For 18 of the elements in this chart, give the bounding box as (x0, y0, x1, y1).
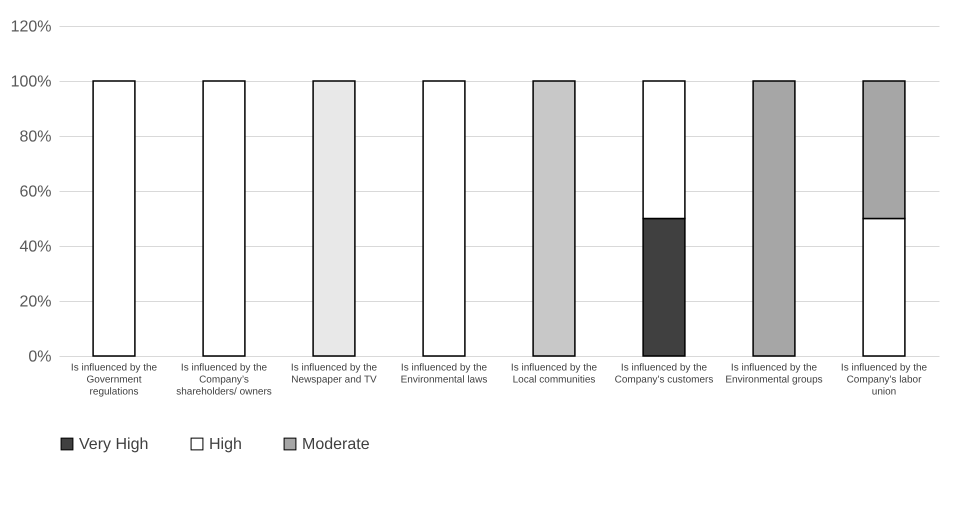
x-tick-label: Is influenced by the Environmental laws (400, 362, 488, 386)
y-tick-label: 120% (10, 18, 52, 36)
y-tick-label: 0% (28, 348, 52, 366)
y-tick-label: 100% (10, 74, 52, 90)
legend-label: Very High (79, 436, 148, 453)
x-tick-label: Is influenced by the Company’s labor union (840, 362, 928, 398)
y-tick-label: 40% (19, 238, 52, 256)
legend-label: Moderate (302, 436, 370, 453)
y-tick-label: 60% (19, 184, 52, 200)
x-tick-label: Is influenced by the Local communities (510, 362, 598, 386)
x-tick-label: Is influenced by the Environmental groups (725, 362, 823, 386)
y-tick-label: 80% (19, 128, 52, 146)
x-tick-label: Is influenced by the Government regulations (70, 362, 158, 398)
y-tick-label: 20% (19, 294, 52, 310)
x-tick-label: Is influenced by the Newspaper and TV (290, 362, 378, 386)
legend-label: High (209, 436, 242, 453)
x-tick-label: Is influenced by the Company’s shareholders/ owners (176, 362, 272, 398)
x-tick-label: Is influenced by the Company’s customers (614, 362, 714, 386)
